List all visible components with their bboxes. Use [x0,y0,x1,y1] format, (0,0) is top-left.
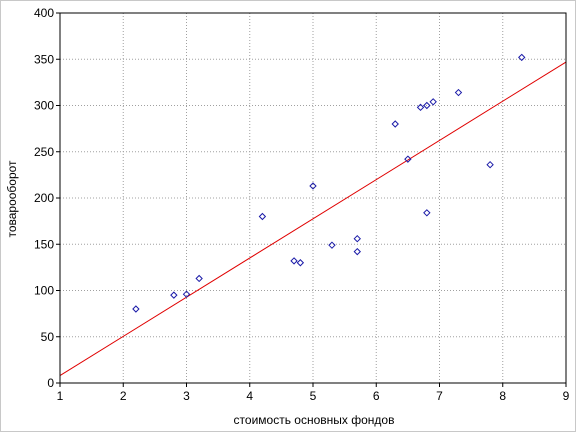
plot-border [59,12,567,384]
x-tick-label: 1 [57,389,64,403]
x-tick-label: 6 [373,389,380,403]
y-tick-label: 100 [34,284,54,298]
data-point [328,241,336,249]
data-point [429,98,437,106]
data-point [423,209,431,217]
x-axis-label: стоимость основных фондов [234,413,395,427]
y-tick-label: 50 [41,330,55,344]
x-tick-label: 8 [499,389,506,403]
x-tick-label: 3 [183,389,190,403]
x-tick-label: 5 [310,389,317,403]
data-point [391,120,399,128]
x-tick-label: 7 [436,389,443,403]
x-tick-label: 4 [246,389,253,403]
data-point [170,291,178,299]
grid-layer [60,13,566,383]
data-point [423,101,431,110]
y-tick-label: 200 [34,191,54,205]
regression-line [59,61,567,377]
data-point [132,305,140,313]
y-tick-label: 250 [34,145,54,159]
x-tick-label: 9 [563,389,570,403]
data-point [353,234,361,243]
data-point [454,88,463,97]
data-point [258,212,267,221]
data-point [296,259,305,267]
data-point [309,182,317,190]
y-tick-label: 0 [47,376,54,390]
y-tick-label: 400 [34,6,54,20]
y-tick-label: 350 [34,52,54,66]
data-point [195,274,203,283]
data-point [486,160,494,169]
y-tick-label: 150 [34,237,54,251]
y-axis-label: товарооборот [5,160,19,238]
axis-layer: 1 2 3 4 5 6 7 8 9 0 50 100 150 200 250 300 350 400 [34,6,570,403]
data-point [404,155,412,163]
data-point [416,103,425,112]
data-point [353,247,361,256]
data-point [518,53,526,62]
x-tick-label: 2 [120,389,127,403]
data-point [290,257,298,265]
fit-line-layer [59,61,567,377]
data-point [182,290,191,298]
y-tick-label: 300 [34,99,54,113]
points-layer [132,53,526,313]
